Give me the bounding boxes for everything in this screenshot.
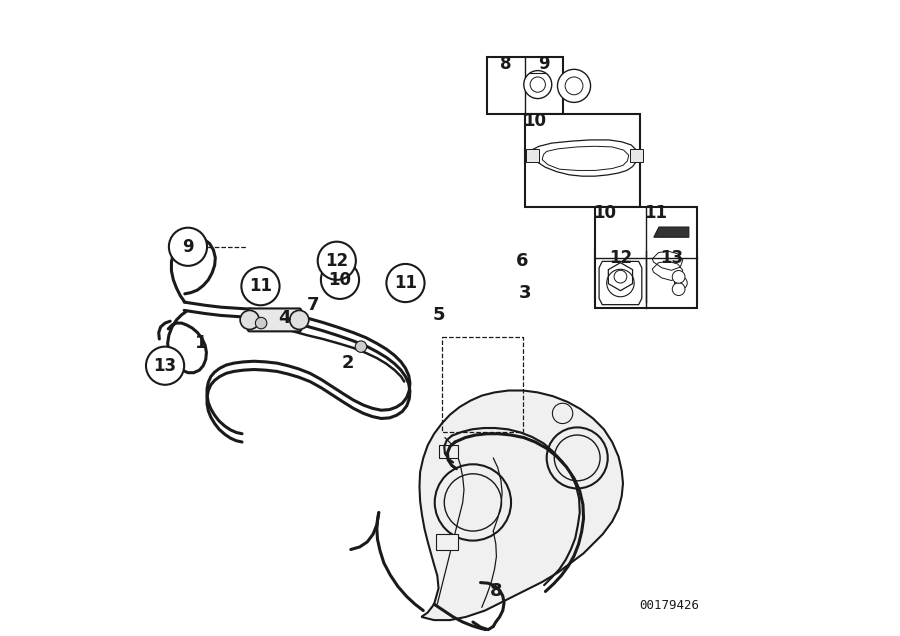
Text: 11: 11 (394, 274, 417, 292)
Text: 11: 11 (249, 277, 272, 295)
Circle shape (290, 310, 309, 329)
Polygon shape (653, 227, 688, 237)
Circle shape (672, 283, 685, 296)
Bar (526, 149, 539, 162)
Circle shape (565, 77, 583, 95)
Text: 12: 12 (325, 252, 348, 270)
Text: 10: 10 (523, 112, 546, 130)
Circle shape (146, 347, 184, 385)
Circle shape (241, 267, 280, 305)
Text: 7: 7 (307, 296, 320, 314)
Bar (595, 251, 697, 302)
Text: 10: 10 (593, 204, 616, 222)
Text: 8: 8 (500, 55, 512, 73)
Text: 8: 8 (490, 583, 502, 600)
Text: 9: 9 (538, 55, 550, 73)
Circle shape (672, 270, 685, 283)
Circle shape (240, 310, 259, 329)
FancyBboxPatch shape (248, 308, 302, 331)
Circle shape (530, 77, 545, 92)
Text: 11: 11 (644, 204, 667, 222)
Circle shape (256, 317, 266, 329)
Circle shape (169, 228, 207, 266)
Text: 13: 13 (154, 357, 176, 375)
Text: 13: 13 (660, 249, 683, 266)
Circle shape (318, 242, 356, 280)
Text: 4: 4 (278, 309, 291, 327)
Text: 5: 5 (433, 306, 446, 324)
Bar (438, 445, 457, 458)
Bar (595, 207, 697, 308)
Text: 2: 2 (342, 354, 355, 371)
Circle shape (356, 341, 366, 352)
Bar (525, 114, 640, 207)
Circle shape (524, 71, 552, 99)
Circle shape (321, 261, 359, 299)
Text: 3: 3 (518, 284, 531, 301)
Bar (630, 149, 643, 162)
Polygon shape (419, 391, 623, 620)
Circle shape (557, 69, 590, 102)
Text: 1: 1 (194, 335, 207, 352)
Bar (436, 534, 458, 550)
Bar (487, 57, 563, 114)
Circle shape (386, 264, 425, 302)
Text: 9: 9 (182, 238, 194, 256)
Text: 00179426: 00179426 (639, 599, 699, 612)
Text: 10: 10 (328, 271, 352, 289)
Text: 12: 12 (609, 249, 632, 266)
Text: 6: 6 (516, 252, 528, 270)
Circle shape (674, 277, 688, 289)
